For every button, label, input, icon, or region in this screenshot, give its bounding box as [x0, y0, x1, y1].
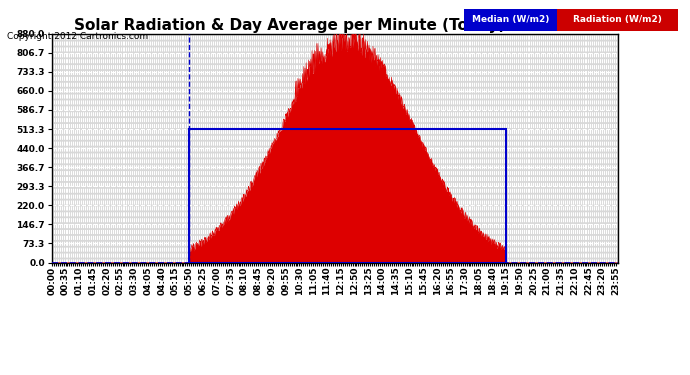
Text: Radiation (W/m2): Radiation (W/m2): [573, 15, 662, 24]
Title: Solar Radiation & Day Average per Minute (Today) 20120805: Solar Radiation & Day Average per Minute…: [74, 18, 595, 33]
Bar: [189, 129, 506, 262]
Text: Copyright 2012 Cartronics.com: Copyright 2012 Cartronics.com: [7, 32, 148, 41]
Text: Median (W/m2): Median (W/m2): [471, 15, 549, 24]
